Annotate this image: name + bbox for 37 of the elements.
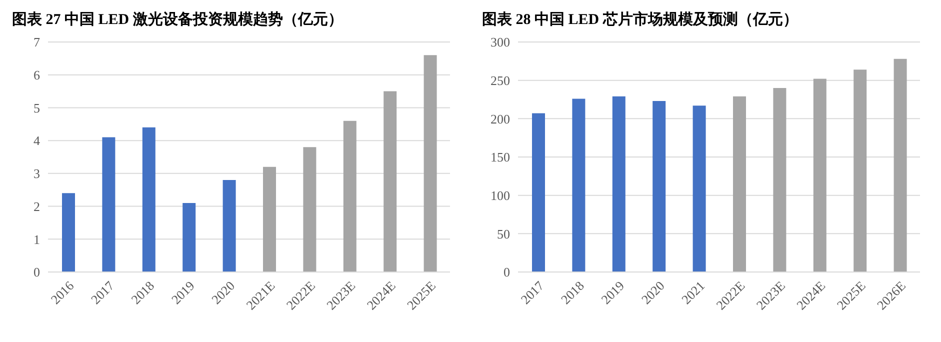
y-tick-label: 50 xyxy=(497,226,510,242)
y-tick-label: 5 xyxy=(34,100,40,116)
y-tick-label: 2 xyxy=(34,198,40,214)
bar xyxy=(733,96,746,272)
chart-title: 图表 27 中国 LED 激光设备投资规模趋势（亿元） xyxy=(11,10,344,30)
y-tick-label: 4 xyxy=(34,133,40,148)
bar xyxy=(894,58,907,272)
bar xyxy=(62,193,75,272)
y-tick-label: 0 xyxy=(34,264,40,280)
bar xyxy=(182,203,196,272)
y-tick-label: 0 xyxy=(504,264,510,280)
bar xyxy=(854,70,867,272)
y-tick-label: 6 xyxy=(34,67,40,82)
y-tick-label: 300 xyxy=(490,34,510,50)
bar xyxy=(813,78,826,272)
bar xyxy=(692,106,706,272)
y-tick-label: 250 xyxy=(490,72,510,88)
y-tick-label: 100 xyxy=(490,188,510,203)
bar xyxy=(572,98,586,272)
bar xyxy=(652,101,666,272)
bar xyxy=(773,88,786,272)
bar xyxy=(142,127,156,272)
bar xyxy=(303,147,316,272)
y-tick-label: 200 xyxy=(490,111,510,126)
bar xyxy=(102,137,116,272)
y-tick-label: 3 xyxy=(34,166,40,182)
bar xyxy=(532,113,545,272)
bar xyxy=(263,166,276,272)
y-tick-label: 150 xyxy=(490,150,510,165)
y-tick-label: 1 xyxy=(34,232,40,247)
bar xyxy=(384,91,397,272)
bar xyxy=(222,180,236,272)
bar xyxy=(612,96,626,272)
bar xyxy=(343,120,356,272)
y-tick-label: 7 xyxy=(34,34,40,50)
bar xyxy=(424,55,437,272)
chart-title: 图表 28 中国 LED 芯片市场规模及预测（亿元） xyxy=(481,10,799,30)
